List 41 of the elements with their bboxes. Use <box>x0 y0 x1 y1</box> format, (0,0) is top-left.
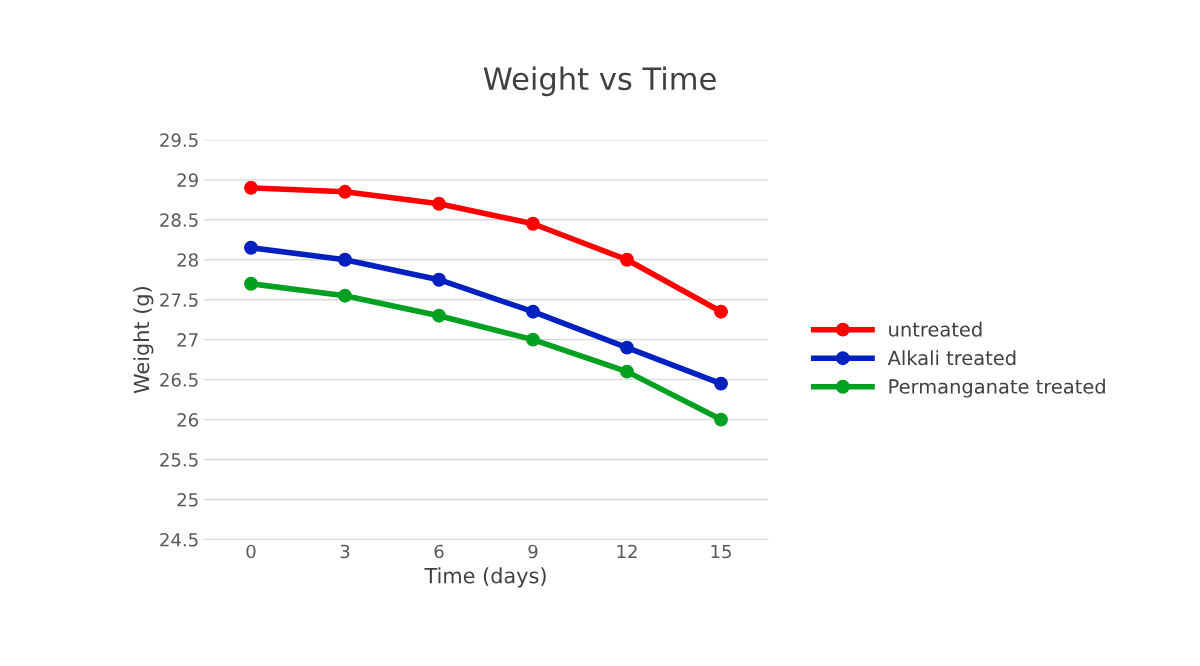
legend-label: Alkali treated <box>887 350 1016 366</box>
x-tick-label: 9 <box>528 544 538 559</box>
y-tick-label: 26 <box>177 413 198 427</box>
point <box>244 240 258 255</box>
y-tick-label: 28 <box>177 253 198 267</box>
x-axis-title: Time (days) <box>424 567 546 588</box>
y-tick-label: 27 <box>177 333 198 347</box>
point <box>526 216 540 231</box>
point <box>338 288 352 303</box>
y-axis-title: Weight (g) <box>133 287 154 394</box>
legend-label: untreated <box>889 321 982 337</box>
point <box>714 412 728 427</box>
y-tick-label: 29 <box>177 173 198 187</box>
y-tick-label: 25 <box>177 492 198 507</box>
chart-title: Weight vs Time <box>483 66 716 97</box>
point <box>714 376 728 391</box>
x-tick-label: 6 <box>434 544 444 559</box>
point <box>244 276 258 291</box>
y-tick-label: 24.5 <box>160 532 198 547</box>
x-tick-label: 15 <box>711 544 731 559</box>
point <box>244 180 258 195</box>
y-tick-label: 29.5 <box>160 133 198 147</box>
y-tick-label: 25.5 <box>160 453 198 467</box>
y-tick-label: 28.5 <box>160 213 198 227</box>
point <box>432 196 446 211</box>
point <box>526 304 540 319</box>
point <box>526 332 540 347</box>
point <box>620 252 634 267</box>
y-tick-label: 27.5 <box>160 293 198 307</box>
point <box>714 304 728 319</box>
point <box>338 184 352 199</box>
x-tick-label: 12 <box>617 544 637 559</box>
x-tick-label: 3 <box>340 544 350 559</box>
point <box>620 340 634 355</box>
point <box>338 252 352 267</box>
y-tick-label: 26.5 <box>160 373 198 387</box>
point <box>432 272 446 287</box>
legend-label: Permanganate treated <box>889 378 1105 398</box>
point <box>432 308 446 323</box>
x-tick-label: 0 <box>246 544 256 559</box>
point <box>620 364 634 379</box>
